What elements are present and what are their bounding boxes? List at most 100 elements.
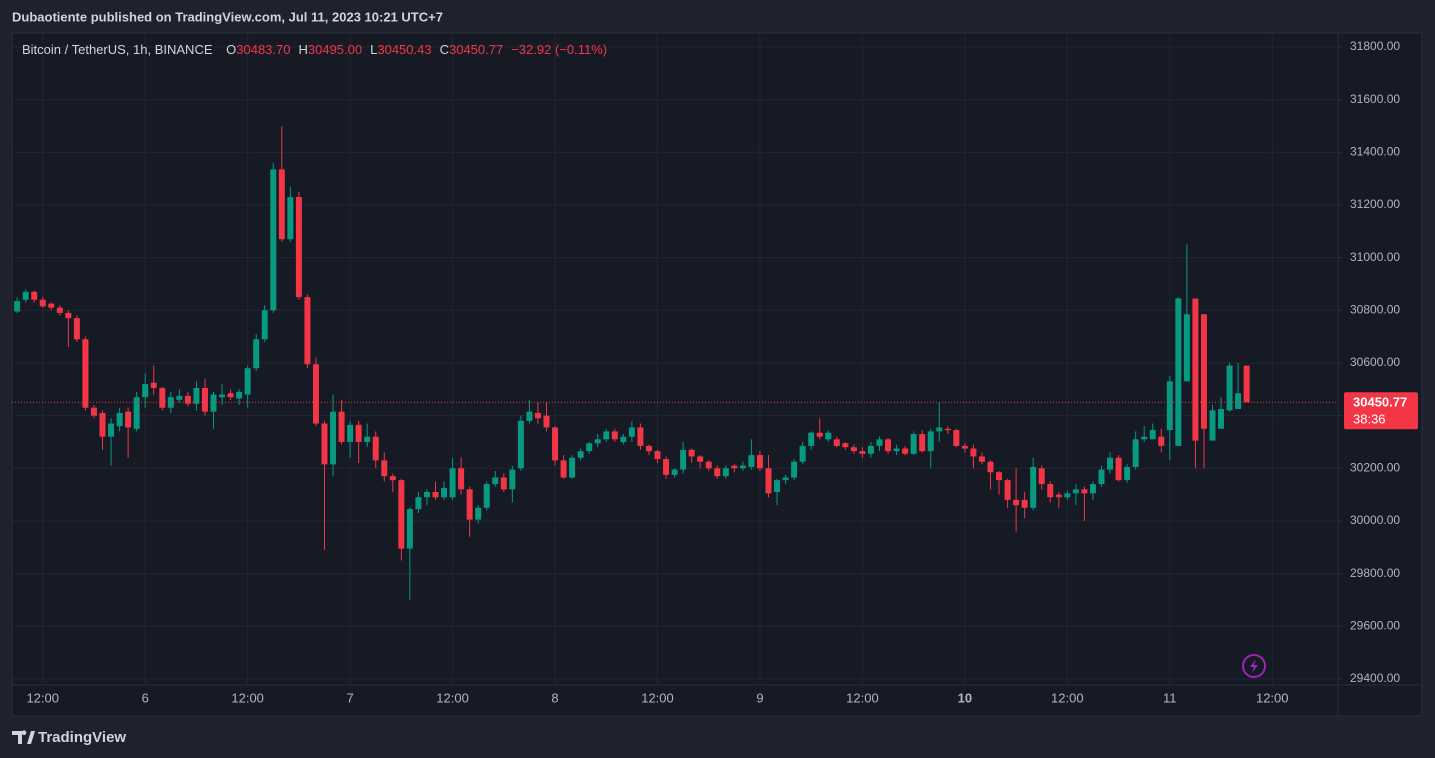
candle-body — [133, 397, 140, 429]
candle-body — [1030, 466, 1037, 508]
candle-body — [1243, 365, 1250, 403]
candle-body — [645, 445, 652, 452]
candle-body — [321, 423, 328, 465]
candle-body — [671, 469, 678, 475]
candle-body — [253, 339, 260, 369]
ohlc-value: 30495.00 — [308, 42, 362, 57]
candle-body — [543, 415, 550, 428]
candle-body — [782, 477, 789, 481]
candle-body — [961, 445, 968, 449]
x-tick-label: 12:00 — [1051, 690, 1084, 705]
candle-body — [159, 387, 166, 408]
x-tick-label: 12:00 — [1256, 690, 1289, 705]
candle-body — [176, 395, 183, 400]
y-tick-label: 31000.00 — [1350, 250, 1400, 264]
candle-body — [996, 472, 1003, 481]
candle-body — [1124, 466, 1131, 481]
candle-body — [517, 420, 524, 469]
candle-body — [654, 451, 661, 460]
axes: 29400.00 29600.00 29800.00 30000.00 30200.00… — [12, 39, 1418, 705]
candle-body — [270, 169, 277, 311]
candle-body — [560, 460, 567, 478]
candle-body — [534, 412, 541, 419]
y-tick-label: 29600.00 — [1350, 618, 1400, 632]
last-price-box — [1344, 392, 1418, 430]
candle-body — [492, 477, 499, 485]
x-tick-label: 7 — [347, 690, 354, 705]
candle-body — [108, 423, 115, 437]
candle-body — [902, 448, 909, 454]
candle-body — [82, 339, 89, 408]
x-tick-label: 12:00 — [846, 690, 879, 705]
y-tick-label: 30800.00 — [1350, 302, 1400, 316]
symbol-title: Bitcoin / TetherUS, 1h, BINANCE — [22, 42, 213, 57]
candle-body — [330, 411, 337, 465]
ohlc-key: O — [226, 42, 236, 57]
chart-frame — [11, 32, 1423, 717]
x-tick-label: 12:00 — [436, 690, 469, 705]
candle-body — [1013, 499, 1020, 506]
candle-body — [628, 427, 635, 437]
candle-body — [722, 468, 729, 477]
y-tick-label: 29800.00 — [1350, 566, 1400, 580]
candle-body — [432, 491, 439, 498]
candle-body — [1158, 436, 1165, 446]
candle-body — [347, 424, 354, 442]
candle-body — [1183, 314, 1190, 382]
candle-body — [1175, 298, 1182, 446]
candle-body — [56, 307, 63, 313]
alert-bolt[interactable] — [1250, 659, 1258, 673]
candle-body — [1200, 314, 1207, 429]
candle-body — [526, 411, 533, 421]
x-tick-label: 12:00 — [641, 690, 674, 705]
change: −32.92 (−0.11%) — [511, 42, 607, 57]
candle-body — [287, 197, 294, 240]
candle-body — [970, 448, 977, 457]
y-tick-label: 31400.00 — [1350, 144, 1400, 158]
candle-body — [1004, 480, 1011, 500]
candle-body — [236, 391, 243, 399]
candle-body — [893, 448, 900, 452]
candle-body — [73, 318, 80, 340]
candle-body — [381, 460, 388, 477]
alert-icon[interactable] — [1242, 654, 1266, 678]
candle-body — [483, 484, 490, 508]
candle-body — [65, 312, 72, 319]
candle-body — [372, 436, 379, 461]
candle-body — [1089, 484, 1096, 494]
candle-body — [1192, 298, 1199, 441]
x-tick-label: 12:00 — [231, 690, 264, 705]
candle-body — [697, 456, 704, 462]
ohlc-value: 30450.43 — [377, 42, 431, 57]
candle-body — [31, 291, 38, 300]
candle-body — [219, 394, 226, 398]
candle-body — [1038, 468, 1045, 485]
candle-body — [859, 451, 866, 454]
ohlc-key: H — [299, 42, 308, 57]
candle-body — [731, 465, 738, 469]
candle-body — [552, 427, 559, 461]
candle-body — [1021, 499, 1028, 508]
candle-body — [48, 303, 55, 308]
candle-body — [987, 461, 994, 473]
candle-body — [833, 439, 840, 446]
alert-circle[interactable] — [1242, 654, 1266, 678]
candle-body — [1149, 430, 1156, 440]
footer-logo: TradingView — [12, 729, 126, 746]
candle-body — [842, 443, 849, 448]
countdown: 38:36 — [1353, 412, 1386, 427]
candle-body — [355, 424, 362, 442]
candle-body — [116, 412, 123, 427]
candle-body — [1141, 436, 1148, 440]
candle-body — [398, 480, 405, 549]
candle-body — [39, 299, 46, 307]
candle-body — [816, 432, 823, 437]
candle-body — [594, 439, 601, 444]
candle-body — [1047, 484, 1054, 498]
candle-body — [1132, 439, 1139, 467]
candle-body — [569, 457, 576, 478]
candle-body — [1081, 489, 1088, 494]
candle-body — [449, 468, 456, 498]
candle-body — [210, 394, 217, 412]
